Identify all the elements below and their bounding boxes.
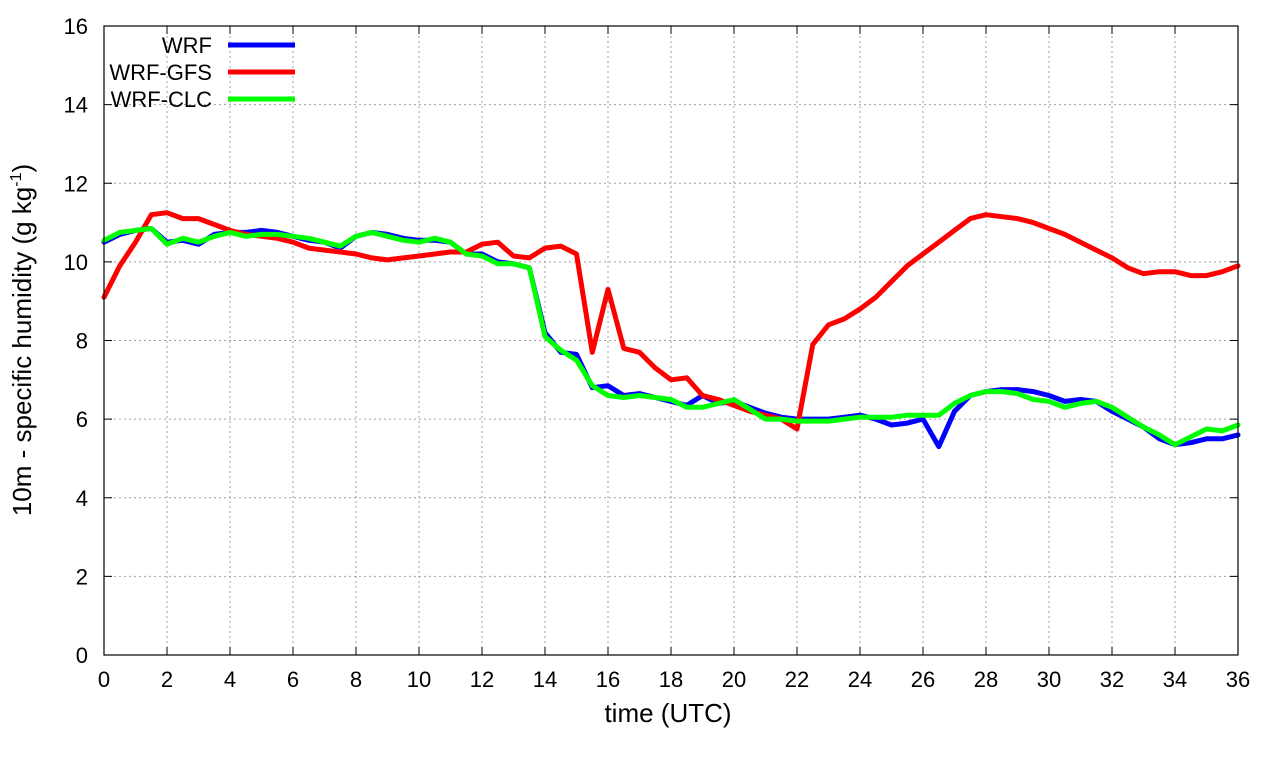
grid-lines [104, 26, 1238, 655]
x-tick-label: 0 [98, 667, 110, 692]
y-axis-label-main: 10m - specific humidity (g kg [7, 187, 37, 516]
series-line-wrf-clc [101, 226, 1241, 448]
x-tick-label: 32 [1100, 667, 1124, 692]
y-axis-label-superscript: -1 [8, 172, 25, 186]
axis-ticks: 0 2 4 6 8 10 12 14 16 18 20 22 24 26 28 30 32 34 360246810… [64, 14, 1251, 692]
x-tick-label: 20 [722, 667, 746, 692]
y-axis-label-end: ) [7, 164, 37, 173]
y-tick-label: 6 [76, 407, 88, 432]
x-tick-label: 2 [161, 667, 173, 692]
x-axis-label: time (UTC) [604, 698, 731, 728]
x-tick-label: 30 [1037, 667, 1061, 692]
y-tick-label: 2 [76, 564, 88, 589]
x-tick-label: 16 [596, 667, 620, 692]
x-tick-label: 34 [1163, 667, 1187, 692]
y-axis-label: 10m - specific humidity (g kg-1) [7, 164, 37, 516]
x-tick-label: 36 [1226, 667, 1250, 692]
legend-label: WRF [162, 33, 212, 58]
y-tick-label: 12 [64, 171, 88, 196]
y-tick-label: 8 [76, 329, 88, 354]
x-tick-label: 12 [470, 667, 494, 692]
x-tick-label: 22 [785, 667, 809, 692]
y-tick-label: 10 [64, 250, 88, 275]
x-tick-label: 6 [287, 667, 299, 692]
x-tick-label: 10 [407, 667, 431, 692]
legend-label: WRF-GFS [109, 60, 212, 85]
legend-label: WRF-CLC [111, 87, 213, 112]
y-tick-label: 16 [64, 14, 88, 39]
x-tick-label: 28 [974, 667, 998, 692]
x-tick-label: 18 [659, 667, 683, 692]
x-tick-label: 26 [911, 667, 935, 692]
series-line-wrf-gfs [101, 210, 1241, 432]
x-tick-label: 24 [848, 667, 872, 692]
x-tick-label: 4 [224, 667, 236, 692]
y-tick-label: 14 [64, 93, 88, 118]
y-tick-label: 4 [76, 486, 88, 511]
y-tick-label: 0 [76, 643, 88, 668]
x-tick-label: 14 [533, 667, 557, 692]
data-series [101, 210, 1241, 450]
x-tick-label: 8 [350, 667, 362, 692]
